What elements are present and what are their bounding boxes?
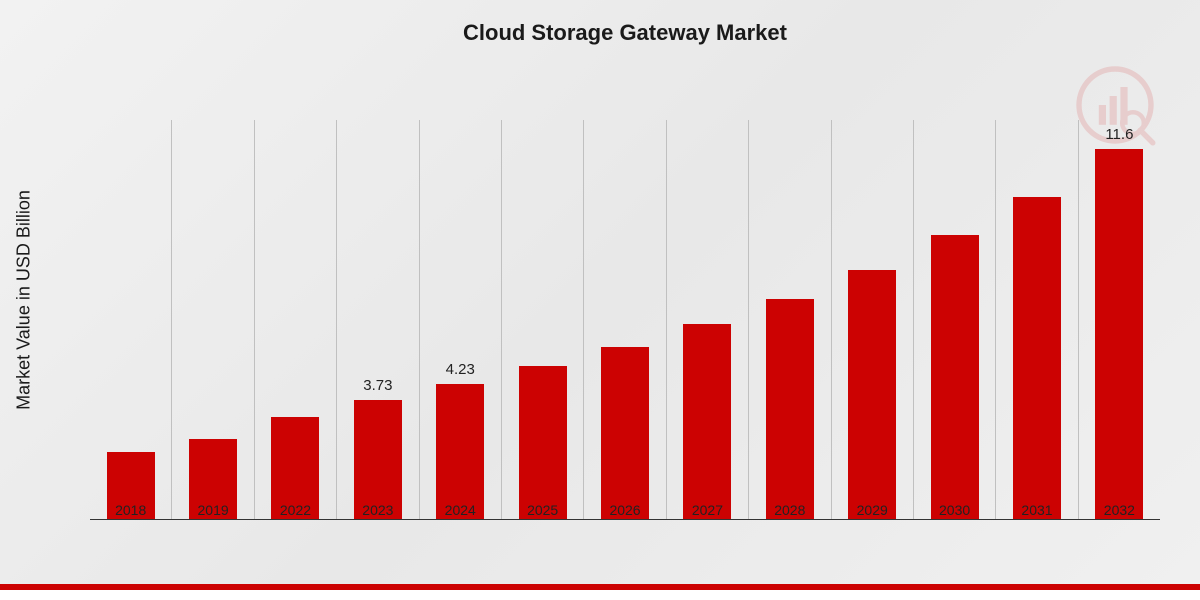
x-axis-label: 2025: [502, 494, 583, 520]
chart-area: Cloud Storage Gateway Market 3.73 4.23 11.…: [80, 20, 1170, 550]
bar: [766, 299, 814, 519]
x-axis-label: 2029: [832, 494, 913, 520]
bar: [931, 235, 979, 519]
bar-slot: [255, 120, 336, 519]
x-axis-label: 2030: [914, 494, 995, 520]
x-axis-label: 2031: [996, 494, 1077, 520]
x-axis-label: 2023: [337, 494, 418, 520]
chart-title: Cloud Storage Gateway Market: [80, 20, 1170, 46]
bar-value-label: 4.23: [446, 361, 475, 378]
bar-slot: [667, 120, 748, 519]
bar-slot: [996, 120, 1077, 519]
bar: [683, 324, 731, 519]
bar-slot: [832, 120, 913, 519]
x-axis-label: 2018: [90, 494, 171, 520]
bar: [1095, 149, 1143, 519]
bar-slot: [749, 120, 830, 519]
bar-slot: [90, 120, 171, 519]
bar-value-label: 3.73: [363, 377, 392, 394]
x-axis-label: 2028: [749, 494, 830, 520]
bottom-stripe-white: [0, 590, 1200, 600]
bar-slot: 11.6: [1079, 120, 1160, 519]
bar-slot: 3.73: [337, 120, 418, 519]
x-axis-labels: 2018201920222023202420252026202720282029…: [90, 494, 1160, 520]
bar-slot: [502, 120, 583, 519]
x-axis-label: 2027: [667, 494, 748, 520]
x-axis-label: 2024: [420, 494, 501, 520]
bar-slot: 4.23: [420, 120, 501, 519]
bars-container: 3.73 4.23 11.6: [90, 120, 1160, 520]
bar: [848, 270, 896, 519]
bar-slot: [584, 120, 665, 519]
y-axis-label: Market Value in USD Billion: [14, 190, 35, 410]
bar-slot: [914, 120, 995, 519]
x-axis-label: 2022: [255, 494, 336, 520]
bottom-stripe: [0, 584, 1200, 600]
bar-slot: [172, 120, 253, 519]
x-axis-label: 2026: [584, 494, 665, 520]
x-axis-label: 2032: [1079, 494, 1160, 520]
bar: [1013, 197, 1061, 519]
x-axis-label: 2019: [172, 494, 253, 520]
bar-value-label: 11.6: [1105, 126, 1133, 143]
plot-region: 3.734.2311.6 201820192022202320242025202…: [80, 120, 1170, 520]
